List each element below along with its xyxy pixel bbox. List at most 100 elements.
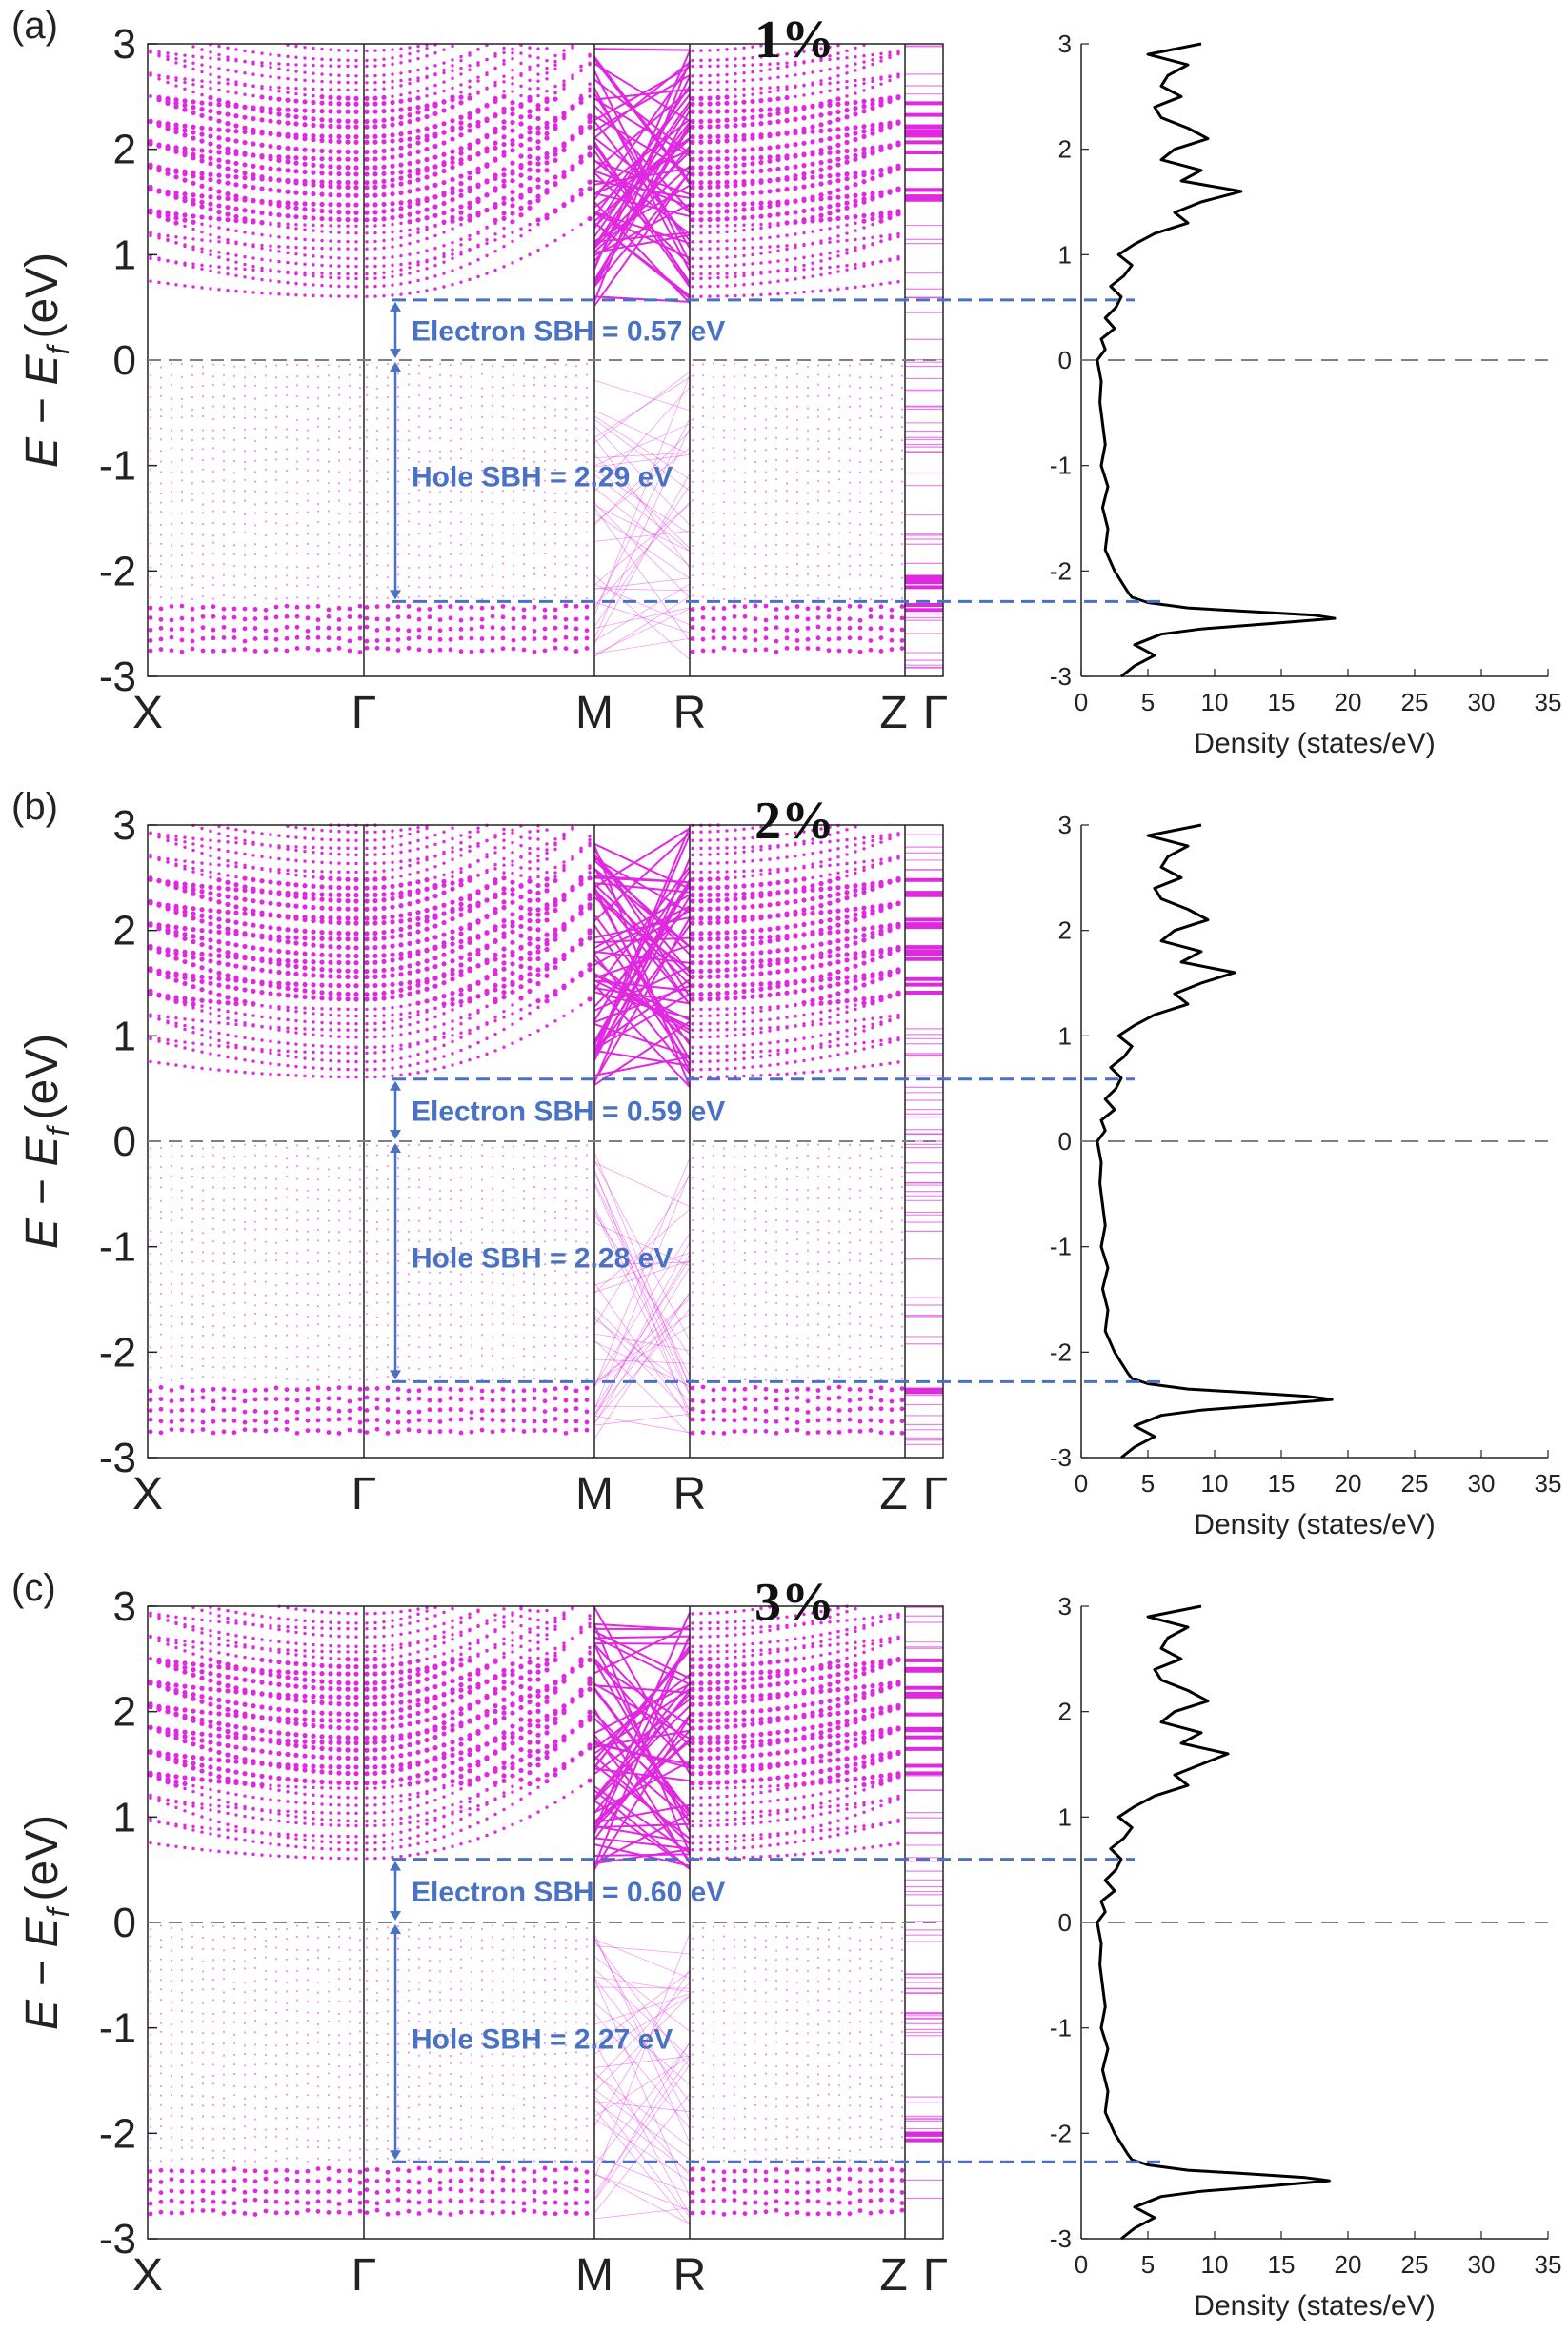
band-dot [438,373,442,376]
band-dot [365,520,369,523]
band-dot [294,70,298,73]
band-dot [835,142,841,148]
band-dot [354,88,358,92]
band-dot [888,78,892,83]
band-dot [319,123,325,129]
band-dot [522,408,526,411]
band-dot [157,50,161,54]
band-dot [159,501,163,504]
band-line [593,415,691,480]
band-dot [209,239,212,243]
band-dot [501,594,505,597]
band-dot [199,107,205,112]
band-dot [251,93,255,98]
band-dot [795,533,799,535]
band-dot [407,112,412,118]
band-dot [226,46,230,50]
band-dot [407,169,412,174]
band-dot [148,627,153,633]
band-dot [173,174,179,180]
band-dot [553,84,557,89]
band-dot [900,542,904,546]
band-dot [732,647,737,653]
band-dot [381,184,387,190]
band-dot [690,156,695,162]
band-dot [837,532,841,534]
band-dot [372,192,378,198]
band-dot [775,119,781,125]
band-dot [707,124,713,130]
band-dot [417,364,421,367]
band-dot [900,364,904,368]
band-dot [365,533,369,536]
band-dot [691,405,694,408]
band-dot [844,100,850,107]
band-dot [302,191,308,196]
band-dot [837,513,841,516]
band-dot [711,628,716,634]
band-dot [260,1004,264,1008]
band-dot [199,956,205,962]
band-dot [699,276,703,281]
band-dot [835,96,841,102]
band-dot [293,987,299,993]
band-dot [890,554,894,557]
band-dot [425,249,429,252]
band-dot [734,283,737,288]
band-dot [811,254,814,258]
band-dot [862,81,866,86]
band-dot [467,111,472,117]
band-dot [232,415,236,419]
band-dot [346,1051,350,1056]
band-dot [158,625,164,631]
band-dot [501,172,507,178]
band-dot [801,184,807,190]
band-dot [231,627,237,633]
band-dot [302,988,308,994]
band-dot [407,106,412,111]
band-dot [225,984,231,990]
band-dot [417,545,421,548]
band-dot [285,939,291,945]
band-dot [533,460,536,463]
band-dot [302,206,308,212]
band-dot [438,450,442,453]
band-dot [216,976,222,981]
band-dot [424,196,430,202]
band-dot [226,1009,230,1014]
band-dot [750,169,755,174]
band-dot [512,490,515,493]
band-dot [544,151,550,157]
band-dot [712,511,715,514]
band-dot [795,418,799,421]
band-dot [365,231,369,235]
band-dot [837,470,841,473]
band-dot [879,234,883,238]
band-dot [217,67,221,70]
band-dot [476,90,480,94]
band-dot [174,52,178,56]
band-dot [158,606,164,612]
band-dot [169,627,174,633]
band-dot [329,72,332,77]
band-dot [708,80,712,85]
band-dot [268,131,273,137]
band-dot [211,604,216,610]
band-dot [209,287,212,291]
band-dot [750,214,755,220]
band-dot [764,533,768,536]
band-dot [587,152,593,158]
band-dot [758,178,764,184]
band-dot [743,573,747,576]
band-dot [382,284,386,288]
band-dot [793,219,798,225]
band-dot [260,291,264,295]
band-dot [319,915,325,920]
band-dot [793,105,798,111]
band-dot [522,553,526,556]
band-dot [805,616,811,622]
band-dot [295,492,299,495]
band-dot [364,192,370,198]
band-dot [417,489,421,492]
band-dot [750,178,755,184]
